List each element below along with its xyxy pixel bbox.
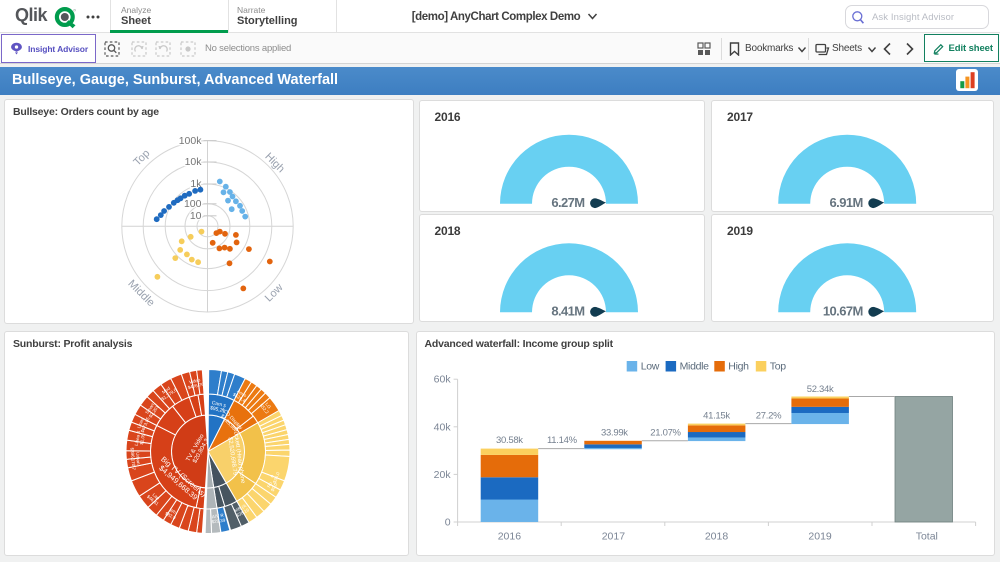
svg-text:A/V R$29,39: A/V R$29,39 [211, 513, 227, 525]
svg-text:Asus$529,4: Asus$529,4 [232, 387, 249, 403]
svg-text:High: High [728, 361, 749, 373]
svg-text:Top: Top [131, 147, 152, 168]
svg-text:6.27M: 6.27M [551, 194, 584, 209]
svg-text:41.15k: 41.15k [703, 411, 730, 422]
svg-text:Ro$9,0: Ro$9,0 [265, 479, 278, 492]
svg-text:Low: Low [640, 361, 659, 373]
svg-text:A$35,0: A$35,0 [267, 469, 280, 483]
svg-text:30.58k: 30.58k [496, 435, 523, 446]
svg-text:60k: 60k [433, 374, 451, 386]
svg-text:21.07%: 21.07% [650, 428, 681, 439]
svg-text:Total: Total [915, 531, 937, 543]
svg-text:High: High [262, 151, 286, 175]
svg-text:Linea$673,05: Linea$673,05 [135, 414, 151, 433]
svg-text:Cam s$95,21: Cam s$95,21 [209, 400, 227, 415]
svg-text:Wh$82,9: Wh$82,9 [164, 506, 179, 520]
svg-text:Urban$896,170,7: Urban$896,170,7 [130, 447, 142, 471]
svg-text:2016: 2016 [497, 531, 521, 543]
svg-text:10k: 10k [185, 156, 203, 168]
svg-text:100: 100 [184, 198, 202, 210]
svg-text:40k: 40k [433, 421, 451, 433]
svg-text:0: 0 [444, 517, 450, 529]
svg-text:33.99k: 33.99k [601, 428, 628, 439]
svg-text:52.34k: 52.34k [806, 384, 833, 395]
svg-text:Linea S$1,05: Linea S$1,05 [134, 430, 146, 447]
svg-text:2019: 2019 [808, 531, 832, 543]
svg-text:11.14%: 11.14% [547, 435, 578, 446]
svg-text:Low: Low [263, 282, 286, 305]
svg-text:6.91M: 6.91M [830, 194, 863, 209]
svg-text:Video$476,76: Video$476,76 [186, 377, 205, 391]
svg-text:2018: 2018 [704, 531, 728, 543]
svg-text:27.2%: 27.2% [755, 411, 781, 422]
svg-text:20k: 20k [433, 469, 451, 481]
svg-text:8.41M: 8.41M [551, 303, 584, 318]
svg-text:10: 10 [190, 210, 202, 222]
svg-text:LG$52,2: LG$52,2 [259, 400, 274, 415]
svg-text:2017: 2017 [601, 531, 625, 543]
svg-text:Top: Top [769, 361, 785, 373]
svg-text:10.67M: 10.67M [823, 303, 863, 318]
svg-text:MB (A$38,19: MB (A$38,19 [233, 503, 250, 518]
svg-text:Middle: Middle [125, 278, 156, 309]
svg-text:100k: 100k [179, 135, 203, 147]
svg-text:Middle: Middle [679, 361, 709, 373]
